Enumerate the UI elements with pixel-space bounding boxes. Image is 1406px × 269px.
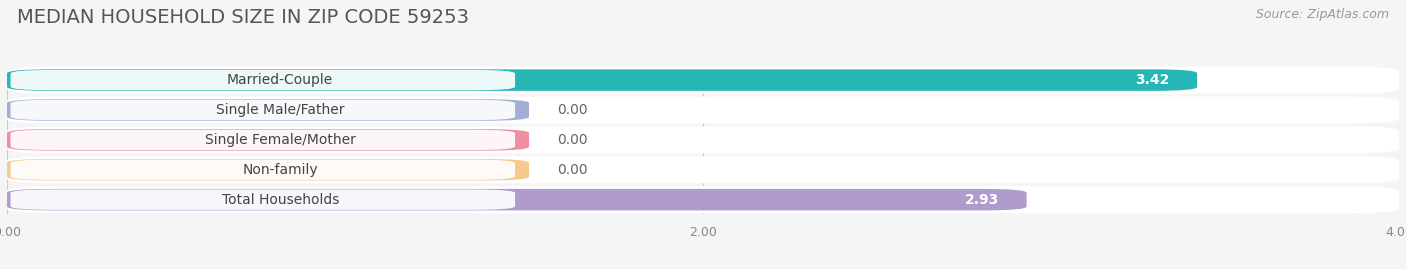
FancyBboxPatch shape (7, 159, 529, 180)
Text: Single Male/Father: Single Male/Father (217, 103, 344, 117)
Text: 3.42: 3.42 (1135, 73, 1170, 87)
Text: 0.00: 0.00 (557, 133, 588, 147)
FancyBboxPatch shape (7, 69, 1197, 91)
Text: 0.00: 0.00 (557, 163, 588, 177)
Text: Single Female/Mother: Single Female/Mother (205, 133, 356, 147)
FancyBboxPatch shape (10, 70, 515, 90)
FancyBboxPatch shape (10, 130, 515, 150)
FancyBboxPatch shape (7, 189, 1026, 210)
FancyBboxPatch shape (7, 67, 1399, 94)
FancyBboxPatch shape (7, 99, 529, 121)
Text: 0.00: 0.00 (557, 103, 588, 117)
FancyBboxPatch shape (7, 97, 1399, 123)
Text: Married-Couple: Married-Couple (228, 73, 333, 87)
FancyBboxPatch shape (10, 189, 515, 210)
Text: 2.93: 2.93 (965, 193, 998, 207)
Text: Total Households: Total Households (222, 193, 339, 207)
FancyBboxPatch shape (7, 156, 1399, 183)
FancyBboxPatch shape (10, 100, 515, 120)
Text: Source: ZipAtlas.com: Source: ZipAtlas.com (1256, 8, 1389, 21)
Text: Non-family: Non-family (242, 163, 318, 177)
FancyBboxPatch shape (7, 129, 529, 151)
Text: MEDIAN HOUSEHOLD SIZE IN ZIP CODE 59253: MEDIAN HOUSEHOLD SIZE IN ZIP CODE 59253 (17, 8, 468, 27)
FancyBboxPatch shape (7, 126, 1399, 153)
FancyBboxPatch shape (10, 160, 515, 180)
FancyBboxPatch shape (7, 186, 1399, 213)
